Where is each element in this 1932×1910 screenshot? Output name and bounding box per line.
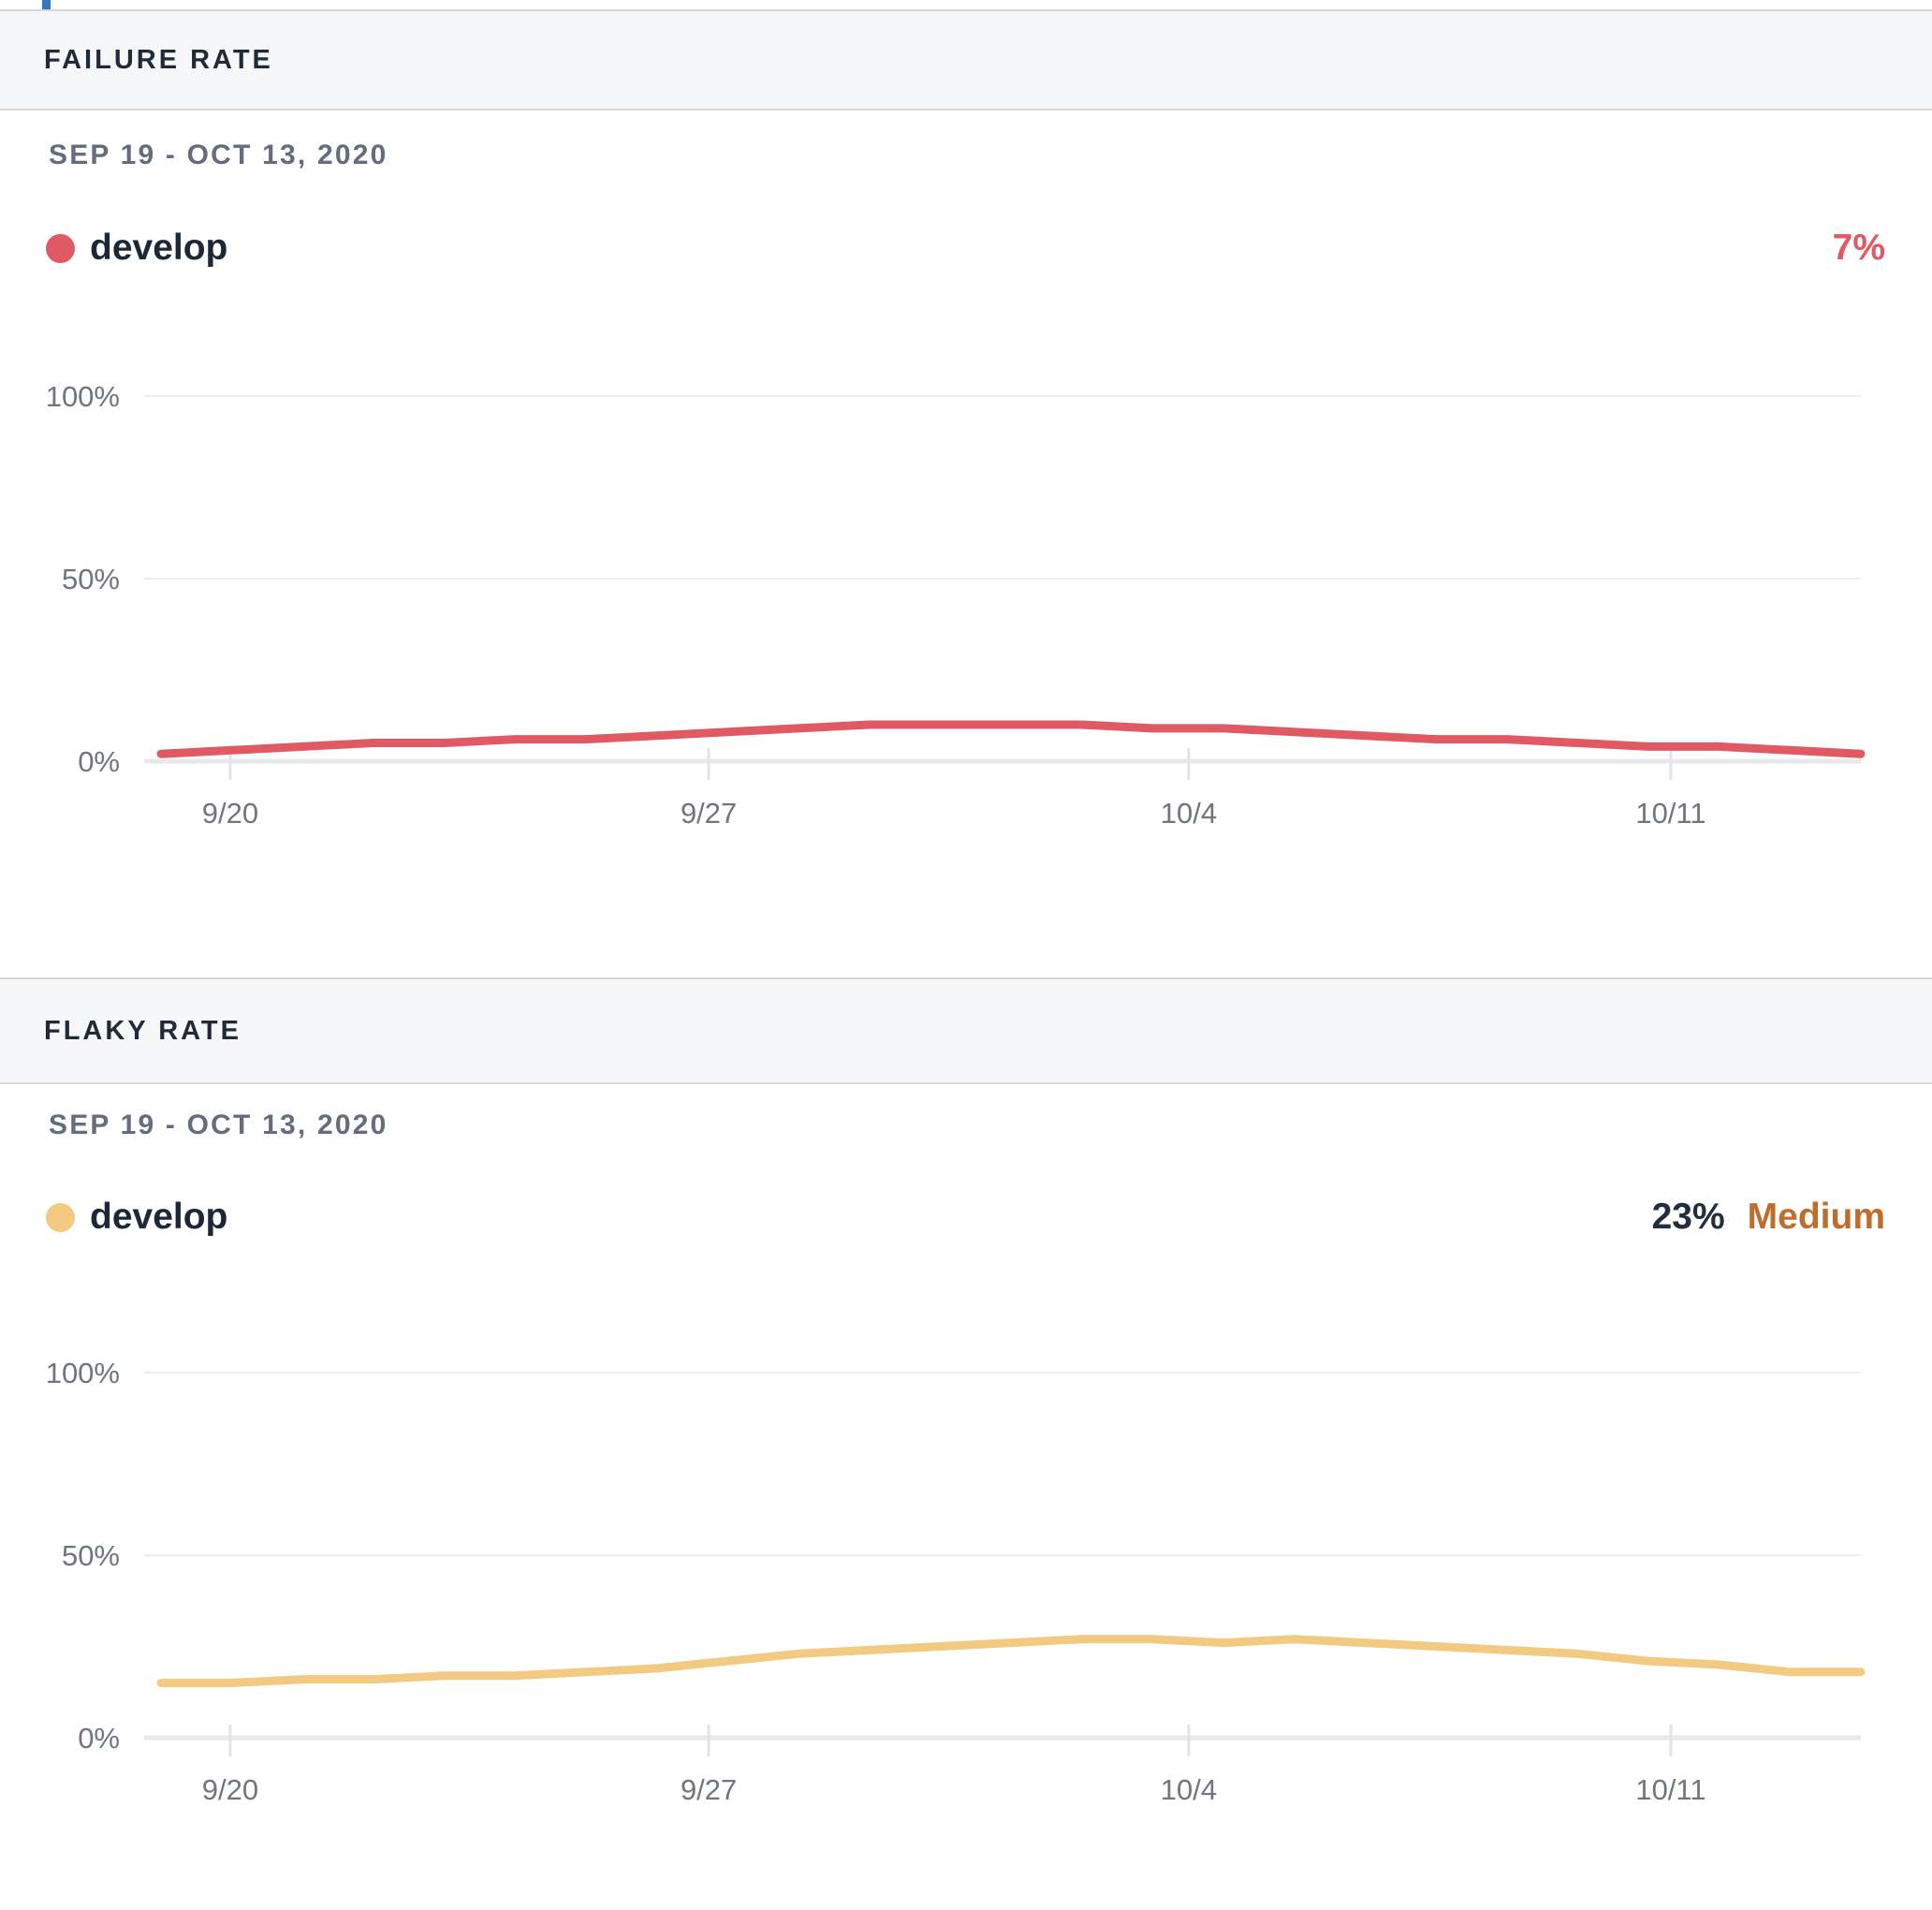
- failure-series-dot-icon: [46, 233, 75, 263]
- y-axis-label-0%: 0%: [78, 1722, 120, 1755]
- flaky-rate-section-title: FLAKY RATE: [44, 1015, 242, 1046]
- failure-summary-values: 7%: [1833, 228, 1885, 269]
- x-axis-label-9/27: 9/27: [681, 1773, 737, 1806]
- clipped-blue-element: [42, 0, 51, 9]
- x-axis-label-10/4: 10/4: [1161, 797, 1217, 830]
- flaky-rate-line-develop: [156, 1635, 1866, 1687]
- x-axis-label-9/20: 9/20: [202, 1773, 258, 1806]
- y-axis-label-50%: 50%: [62, 563, 120, 595]
- flaky-rate-section-header: FLAKY RATE: [0, 977, 1932, 1084]
- flaky-rate-value: 23%: [1651, 1197, 1725, 1237]
- y-axis-label-50%: 50%: [62, 1539, 120, 1572]
- failure-rate-section-title: FAILURE RATE: [44, 44, 273, 75]
- x-axis-label-10/4: 10/4: [1161, 1773, 1217, 1806]
- flaky-legend-row[interactable]: develop 23% Medium: [46, 1190, 1885, 1244]
- failure-branch-label: develop: [90, 228, 228, 268]
- flaky-branch-label: develop: [90, 1197, 228, 1237]
- y-axis-label-100%: 100%: [46, 380, 120, 413]
- flaky-date-range-label: SEP 19 - OCT 13, 2020: [49, 1109, 388, 1140]
- y-axis-label-100%: 100%: [46, 1357, 120, 1389]
- x-axis-label-10/11: 10/11: [1635, 797, 1705, 830]
- flaky-severity-badge: Medium: [1747, 1197, 1885, 1237]
- failure-rate-line-develop: [156, 720, 1866, 758]
- flaky-rate-chart[interactable]: 0% 50% 100% 9/20 9/27 10/4 10/11: [0, 1316, 1932, 1841]
- failure-rate-chart[interactable]: 0% 50% 100% 9/20 9/27 10/4 10/11: [0, 340, 1932, 864]
- failure-legend-row[interactable]: develop 7%: [46, 221, 1885, 275]
- failure-rate-value: 7%: [1832, 228, 1885, 268]
- failure-date-range-label: SEP 19 - OCT 13, 2020: [49, 140, 388, 170]
- x-axis-label-9/27: 9/27: [681, 797, 737, 830]
- flaky-summary-values: 23% Medium: [1652, 1197, 1885, 1238]
- failure-rate-section-header: FAILURE RATE: [0, 9, 1932, 110]
- flaky-series-dot-icon: [46, 1202, 75, 1232]
- y-axis-label-0%: 0%: [78, 745, 120, 778]
- x-axis-label-9/20: 9/20: [202, 797, 258, 830]
- x-axis-label-10/11: 10/11: [1635, 1773, 1705, 1806]
